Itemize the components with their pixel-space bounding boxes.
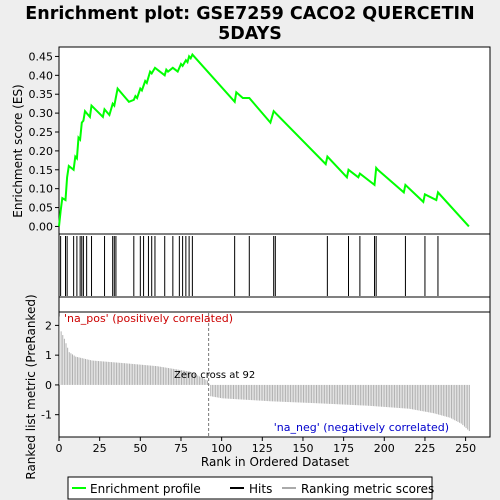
es-y-tick-label: 0.40 bbox=[29, 69, 54, 82]
chart-title-line2: 5DAYS bbox=[218, 24, 282, 44]
metric-panel: -1 0 1 2 'na_pos' (positively correlated) '… bbox=[24, 294, 491, 480]
x-tick-label: 75 bbox=[174, 442, 188, 455]
legend-label-enrichment-profile: Enrichment profile bbox=[90, 482, 201, 496]
neg-label: 'na_neg' (negatively correlated) bbox=[274, 421, 449, 434]
x-axis-label: Rank in Ordered Dataset bbox=[201, 455, 349, 469]
x-tick-label: 25 bbox=[93, 442, 107, 455]
metric-y-axis-label: Ranked list metric (PreRanked) bbox=[24, 294, 38, 479]
zero-cross-label: Zero cross at 92 bbox=[174, 370, 255, 381]
es-y-tick-label: 0.15 bbox=[29, 164, 54, 177]
x-tick-label: 175 bbox=[333, 442, 354, 455]
x-tick-label: 50 bbox=[133, 442, 147, 455]
x-tick-label: 150 bbox=[292, 442, 313, 455]
metric-panel-background bbox=[58, 311, 491, 438]
metric-y-tick-label: -1 bbox=[41, 409, 52, 422]
ranking-metric-bars bbox=[59, 316, 470, 432]
es-y-tick-label: 0.45 bbox=[29, 50, 54, 63]
es-y-tick-label: 0.30 bbox=[29, 107, 54, 120]
legend-box bbox=[67, 476, 433, 500]
es-panel: 0.00 0.05 0.10 0.15 0.20 0.25 0.30 0.35 0.40 0.45… bbox=[11, 46, 491, 235]
es-y-tick-label: 0.35 bbox=[29, 88, 54, 101]
x-axis: 0 25 50 75 100 125 150 175 200 225 250 bbox=[56, 437, 476, 455]
es-y-axis-ticks: 0.00 0.05 0.10 0.15 0.20 0.25 0.30 0.35 0.40 0.45 bbox=[29, 50, 59, 233]
hits-panel bbox=[58, 233, 491, 298]
legend-label-ranking-metric: Ranking metric scores bbox=[301, 482, 434, 496]
metric-y-tick-label: 2 bbox=[45, 319, 52, 332]
es-panel-background bbox=[58, 46, 491, 235]
x-tick-label: 0 bbox=[56, 442, 63, 455]
x-tick-label: 200 bbox=[374, 442, 395, 455]
rank-color-bar-frame bbox=[58, 296, 491, 313]
hit-lines bbox=[60, 236, 439, 296]
es-y-tick-label: 0.10 bbox=[29, 183, 54, 196]
pos-label: 'na_pos' (positively correlated) bbox=[64, 312, 233, 325]
es-y-tick-label: 0.05 bbox=[29, 202, 54, 215]
es-y-tick-label: 0.25 bbox=[29, 126, 54, 139]
x-tick-label: 250 bbox=[455, 442, 476, 455]
chart-title-line1: Enrichment plot: GSE7259 CACO2 QUERCETIN bbox=[25, 4, 474, 24]
es-y-axis-label: Enrichment score (ES) bbox=[11, 84, 25, 217]
x-tick-label: 225 bbox=[414, 442, 435, 455]
es-y-tick-label: 0.00 bbox=[29, 220, 54, 233]
metric-y-tick-label: 0 bbox=[45, 379, 52, 392]
metric-y-tick-label: 1 bbox=[45, 349, 52, 362]
rank-color-bar bbox=[58, 296, 491, 313]
legend: Enrichment profile Hits Ranking metric s… bbox=[67, 476, 434, 500]
metric-y-axis-ticks: -1 0 1 2 bbox=[41, 319, 59, 422]
enrichment-profile-line bbox=[58, 52, 470, 228]
x-tick-label: 100 bbox=[211, 442, 232, 455]
es-y-tick-label: 0.20 bbox=[29, 145, 54, 158]
hits-panel-background bbox=[58, 233, 491, 298]
legend-label-hits: Hits bbox=[249, 482, 272, 496]
x-tick-label: 125 bbox=[252, 442, 273, 455]
